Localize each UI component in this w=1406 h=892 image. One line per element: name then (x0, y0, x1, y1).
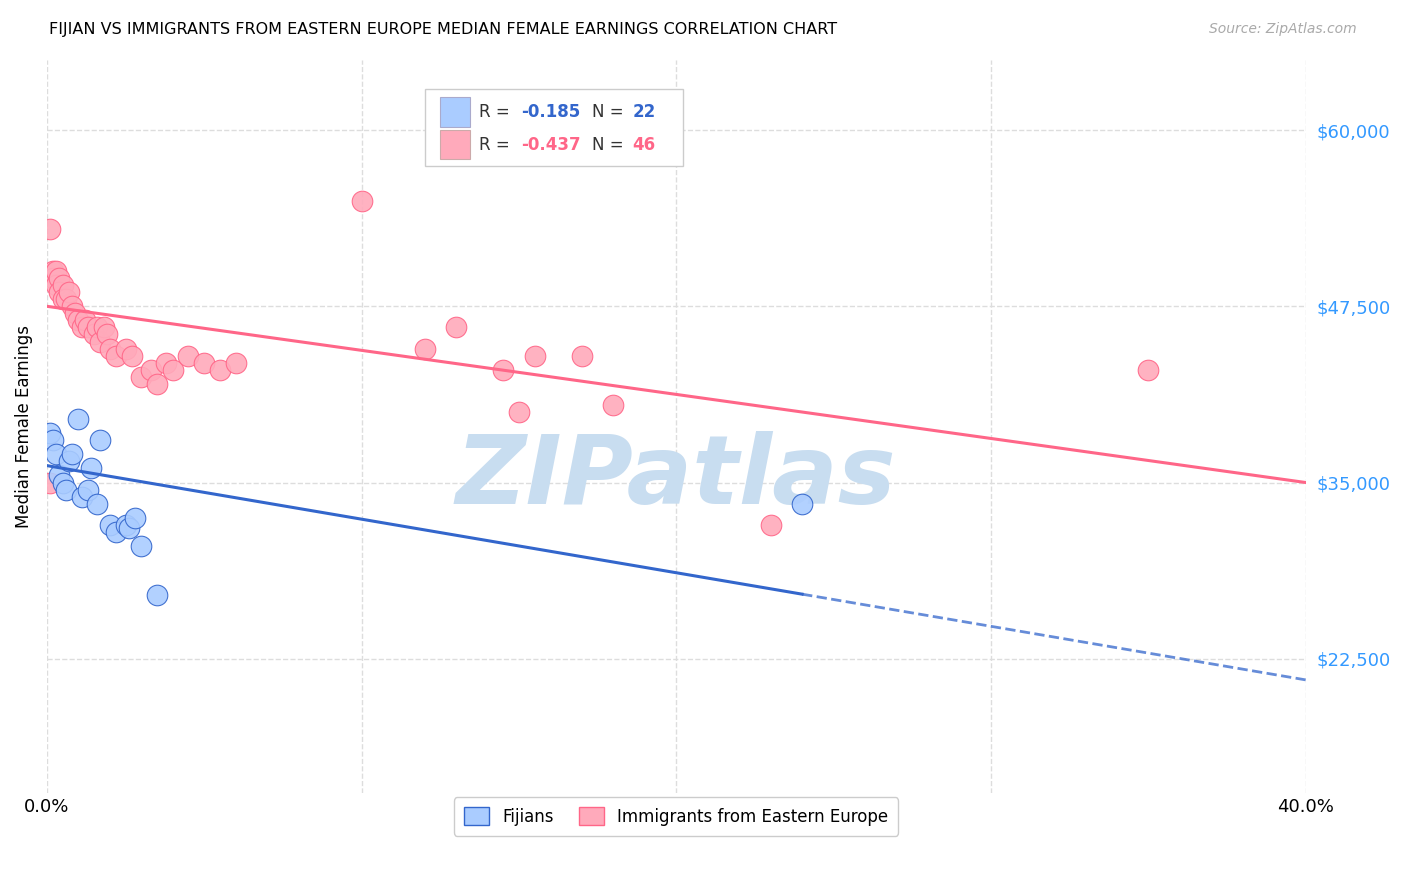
Text: N =: N = (592, 136, 623, 153)
Point (350, 194, 373, 208)
Point (105, 524, 128, 539)
Point (96, 327, 118, 342)
Point (155, 356, 177, 370)
Point (759, 517, 782, 532)
Point (60, 299, 83, 313)
Point (129, 369, 152, 384)
Point (42, 264, 65, 278)
Point (67, 412, 90, 426)
Text: N =: N = (592, 103, 623, 121)
Point (146, 376, 169, 391)
Point (39, 426, 62, 441)
Point (60, 447, 83, 461)
Text: R =: R = (478, 136, 509, 153)
Point (105, 349, 128, 363)
Point (39, 475, 62, 490)
Point (86, 320, 108, 334)
Point (52, 475, 75, 490)
Text: Source: ZipAtlas.com: Source: ZipAtlas.com (1209, 22, 1357, 37)
Point (523, 349, 546, 363)
Text: -0.185: -0.185 (522, 103, 581, 121)
Point (193, 356, 215, 370)
Point (48, 271, 70, 285)
Point (118, 521, 141, 535)
Point (146, 588, 169, 602)
Point (89, 434, 111, 448)
Point (121, 349, 143, 363)
Point (76, 483, 98, 497)
Point (93, 320, 115, 334)
Point (792, 497, 814, 511)
Point (444, 320, 467, 334)
Point (48, 468, 70, 483)
FancyBboxPatch shape (440, 130, 470, 160)
Text: -0.437: -0.437 (522, 136, 581, 153)
Point (45, 278, 67, 293)
Point (413, 342, 436, 356)
Point (208, 363, 231, 377)
Point (508, 405, 530, 419)
Point (571, 349, 593, 363)
Point (162, 363, 184, 377)
Point (492, 363, 515, 377)
Point (73, 313, 96, 327)
Point (124, 510, 146, 524)
Point (98, 342, 121, 356)
Point (76, 320, 98, 334)
Point (225, 356, 247, 370)
Point (52, 292, 75, 306)
Point (67, 313, 90, 327)
Point (114, 342, 136, 356)
Point (129, 539, 152, 553)
Point (139, 363, 162, 377)
Point (114, 517, 136, 532)
Point (45, 264, 67, 278)
Point (48, 285, 70, 300)
Point (177, 349, 200, 363)
Text: FIJIAN VS IMMIGRANTS FROM EASTERN EUROPE MEDIAN FEMALE EARNINGS CORRELATION CHAR: FIJIAN VS IMMIGRANTS FROM EASTERN EUROPE… (49, 22, 838, 37)
Point (52, 278, 75, 293)
Point (55, 292, 77, 306)
FancyBboxPatch shape (440, 97, 470, 127)
Point (58, 285, 80, 300)
Point (45, 447, 67, 461)
Point (83, 327, 105, 342)
Point (55, 483, 77, 497)
Point (86, 497, 108, 511)
Point (58, 454, 80, 468)
Text: R =: R = (478, 103, 509, 121)
Text: 22: 22 (633, 103, 655, 121)
Point (89, 334, 111, 349)
Point (80, 461, 103, 475)
Text: ZIPatlas: ZIPatlas (456, 431, 897, 524)
Point (1137, 363, 1160, 377)
Legend: Fijians, Immigrants from Eastern Europe: Fijians, Immigrants from Eastern Europe (454, 797, 898, 836)
Y-axis label: Median Female Earnings: Median Female Earnings (15, 325, 32, 528)
Point (39, 221, 62, 235)
Point (98, 517, 121, 532)
Point (63, 306, 86, 320)
Point (70, 490, 93, 504)
Text: 46: 46 (633, 136, 655, 153)
Point (42, 434, 65, 448)
Point (42, 271, 65, 285)
Point (70, 320, 93, 334)
Point (602, 398, 624, 412)
FancyBboxPatch shape (425, 89, 682, 166)
